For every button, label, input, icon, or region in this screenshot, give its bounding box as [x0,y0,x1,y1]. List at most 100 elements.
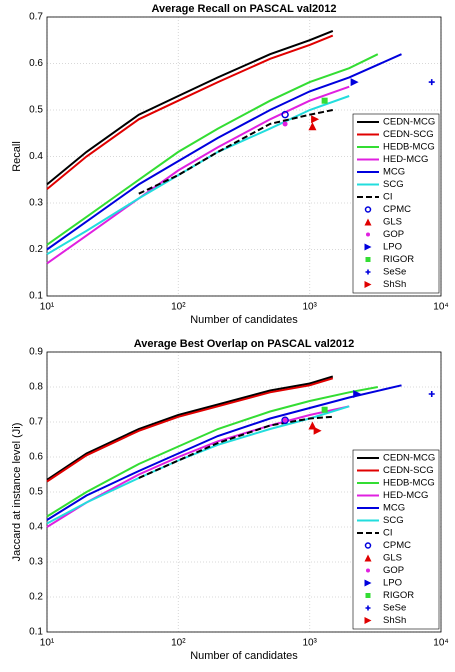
marker [366,232,370,237]
marker [364,579,372,587]
legend-label: SeSe [383,267,406,278]
legend-label: HEDB-MCG [383,142,435,153]
y-tick-label: 0.3 [29,198,43,209]
chart-title: Average Recall on PASCAL val2012 [151,3,336,15]
y-tick-label: 0.5 [29,487,43,498]
series-line [46,85,350,265]
marker [313,426,322,435]
legend-label: SCG [383,179,404,190]
x-axis-label: Number of candidates [190,314,298,326]
legend-label: HEDB-MCG [383,478,435,489]
x-tick-label: 10¹ [40,638,55,649]
plot-frame [46,16,442,297]
legend-label: GOP [383,565,404,576]
y-tick-label: 0.4 [29,522,43,533]
y-tick-label: 0.3 [29,557,43,568]
marker [364,243,372,251]
marker [281,416,289,424]
series-line [138,109,333,195]
marker [311,115,320,124]
legend-label: CEDN-MCG [383,117,435,128]
series-line [46,386,378,518]
series-line [46,375,334,481]
x-tick-label: 10⁴ [433,638,448,649]
y-tick-label: 0.6 [29,58,43,69]
series-line [46,384,402,521]
marker [364,542,372,549]
legend-label: GLS [383,217,402,228]
legend-label: CEDN-SCG [383,129,434,140]
y-tick-label: 0.5 [29,105,43,116]
x-axis-label: Number of candidates [190,650,298,662]
marker [308,122,317,131]
plot-frame [46,351,442,633]
legend-label: GLS [383,553,402,564]
marker [364,206,372,213]
legend-label: GOP [383,229,404,240]
marker [282,417,288,423]
legend-label: RIGOR [383,254,414,265]
y-tick-label: 0.7 [29,12,43,23]
legend-label: HED-MCG [383,154,428,165]
legend-label: SCG [383,515,404,526]
y-tick-label: 0.7 [29,417,43,428]
legend-label: HED-MCG [383,490,428,501]
x-tick-label: 10³ [302,302,317,313]
legend-label: ShSh [383,279,406,290]
x-tick-label: 10⁴ [433,302,448,313]
y-tick-label: 0.1 [29,627,43,638]
x-tick-label: 10² [171,302,186,313]
marker [281,110,289,119]
series-line [46,377,334,483]
x-tick-label: 10¹ [40,302,55,313]
y-tick-label: 0.8 [29,382,43,393]
series-line [46,29,334,186]
y-axis-label: Jaccard at instance level (Ji) [11,423,23,562]
legend-label: CEDN-SCG [383,465,434,476]
y-tick-label: 0.1 [29,291,43,302]
legend-label: CPMC [383,204,411,215]
marker [428,391,435,397]
legend-label: ShSh [383,615,406,626]
marker [428,79,435,86]
legend-box [352,113,440,294]
marker [321,97,328,104]
chart-title: Average Best Overlap on PASCAL val2012 [134,338,355,350]
x-tick-label: 10³ [302,638,317,649]
y-tick-label: 0.4 [29,151,43,162]
marker [365,605,371,611]
legend-label: CI [383,192,393,203]
marker [353,390,362,398]
legend-box [352,449,440,630]
y-tick-label: 0.2 [29,592,43,603]
series-line [46,53,379,246]
y-tick-label: 0.6 [29,452,43,463]
marker [364,554,372,562]
legend-label: LPO [383,242,402,253]
legend-label: SeSe [383,603,406,614]
y-tick-label: 0.2 [29,244,43,255]
marker [321,406,328,413]
marker [350,78,359,87]
legend-label: CI [383,528,393,539]
legend-label: RIGOR [383,590,414,601]
marker [364,218,372,226]
marker [366,568,370,573]
series-line [46,34,334,190]
marker [364,617,372,624]
x-tick-label: 10² [171,638,186,649]
y-axis-label: Recall [11,141,23,172]
y-tick-label: 0.9 [29,347,43,358]
marker [365,257,371,262]
legend-label: MCG [383,167,405,178]
legend-label: MCG [383,503,405,514]
marker [365,593,371,598]
legend-label: LPO [383,578,402,589]
marker [365,269,371,275]
legend-label: CEDN-MCG [383,453,435,464]
marker [364,281,372,288]
series-line [46,53,402,251]
